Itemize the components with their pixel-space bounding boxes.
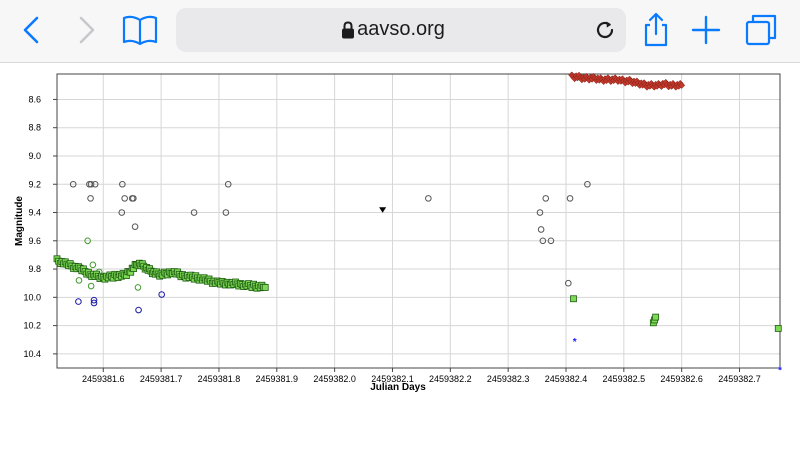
data-point-circle	[87, 195, 94, 202]
data-point-asterisk: *	[778, 365, 782, 376]
x-tick-label: 2459382.4	[545, 374, 588, 384]
x-tick-label: 2459382.6	[660, 374, 703, 384]
address-bar[interactable]: aavso.org	[176, 8, 626, 52]
x-tick-label: 2459382.3	[487, 374, 530, 384]
data-point-circle	[75, 298, 82, 305]
y-tick-label: 10.0	[23, 292, 41, 302]
data-point-diamond	[678, 81, 686, 89]
x-tick-label: 2459382.0	[313, 374, 356, 384]
y-tick-label: 9.4	[28, 208, 41, 218]
data-point-square	[652, 313, 660, 321]
data-point-circle	[90, 299, 98, 307]
page-bottom	[0, 420, 800, 450]
data-point-square	[261, 284, 269, 291]
data-point-circle	[547, 237, 555, 245]
bookmarks-book-icon[interactable]	[118, 10, 158, 50]
data-point-circle	[158, 291, 165, 298]
x-tick-label: 2459381.9	[256, 374, 299, 384]
y-tick-label: 9.8	[28, 264, 41, 274]
chart-grid	[53, 74, 780, 372]
browser-toolbar: aavso.org	[0, 0, 800, 63]
data-point-circle	[84, 237, 91, 245]
data-point-circle	[118, 209, 126, 216]
data-point-circle	[90, 296, 98, 304]
data-point-upper-limit	[379, 207, 387, 213]
tick-labels: 2459381.6 2459381.7 2459381.8 2459381.9 2459…	[23, 94, 760, 384]
back-chevron-icon[interactable]	[12, 10, 52, 50]
y-axis-label: Magnitude	[14, 196, 25, 246]
data-point-circle	[537, 226, 545, 233]
data-point-circle	[119, 180, 126, 188]
chart-svg: ** 2459381.6 2459381.7 2459381.8 2459381.9 2…	[14, 71, 782, 393]
data-point-circle	[91, 180, 99, 188]
data-point-circle	[565, 279, 572, 287]
data-point-circle	[566, 195, 574, 202]
data-point-circle	[69, 180, 77, 188]
data-point-circle	[87, 180, 95, 188]
data-point-asterisk: *	[573, 337, 577, 348]
data-points: **	[53, 71, 782, 376]
data-point-circle	[89, 261, 97, 269]
plot-frame	[56, 73, 781, 369]
new-tab-plus-icon[interactable]	[686, 10, 726, 50]
y-tick-label: 9.0	[28, 151, 41, 161]
data-point-circle	[87, 282, 95, 290]
data-point-circle	[536, 209, 544, 216]
x-tick-label: 2459381.7	[140, 374, 183, 384]
data-point-circle	[542, 195, 550, 202]
data-point-square	[570, 295, 577, 303]
data-point-circle	[224, 180, 232, 188]
data-point-circle	[425, 195, 432, 202]
y-tick-label: 9.6	[28, 236, 41, 246]
data-point-square	[774, 325, 782, 332]
tabs-icon[interactable]	[742, 10, 782, 50]
data-point-circle	[130, 195, 137, 202]
data-point-circle	[134, 284, 142, 291]
data-point-circle	[135, 306, 142, 314]
y-tick-label: 8.8	[28, 123, 41, 133]
forward-chevron-icon[interactable]	[66, 10, 106, 50]
y-tick-label: 9.2	[28, 179, 41, 189]
x-tick-label: 2459381.8	[198, 374, 241, 384]
data-point-circle	[75, 277, 83, 284]
y-tick-label: 10.4	[23, 349, 41, 359]
data-point-circle	[222, 209, 230, 216]
y-tick-label: 10.2	[23, 321, 41, 331]
url-text: aavso.org	[357, 18, 445, 40]
x-tick-label: 2459382.5	[603, 374, 646, 384]
x-tick-label: 2459381.6	[82, 374, 125, 384]
light-curve-chart: * * 2459381.6 2459381.7 2459381.8 2459381.9 2…	[0, 63, 800, 403]
share-icon[interactable]	[636, 10, 676, 50]
x-axis-label: Julian Days	[370, 382, 426, 393]
lock-icon	[342, 21, 354, 39]
y-tick-label: 8.6	[28, 94, 41, 104]
reload-icon[interactable]	[594, 19, 616, 41]
x-tick-label: 2459382.7	[718, 374, 761, 384]
data-point-circle	[584, 180, 591, 188]
data-point-circle	[190, 209, 198, 216]
x-tick-label: 2459382.2	[429, 374, 472, 384]
data-point-circle	[121, 195, 128, 202]
data-point-circle	[131, 223, 139, 230]
x-tick-label: 2459382.1	[371, 374, 414, 384]
data-point-circle	[539, 237, 547, 245]
